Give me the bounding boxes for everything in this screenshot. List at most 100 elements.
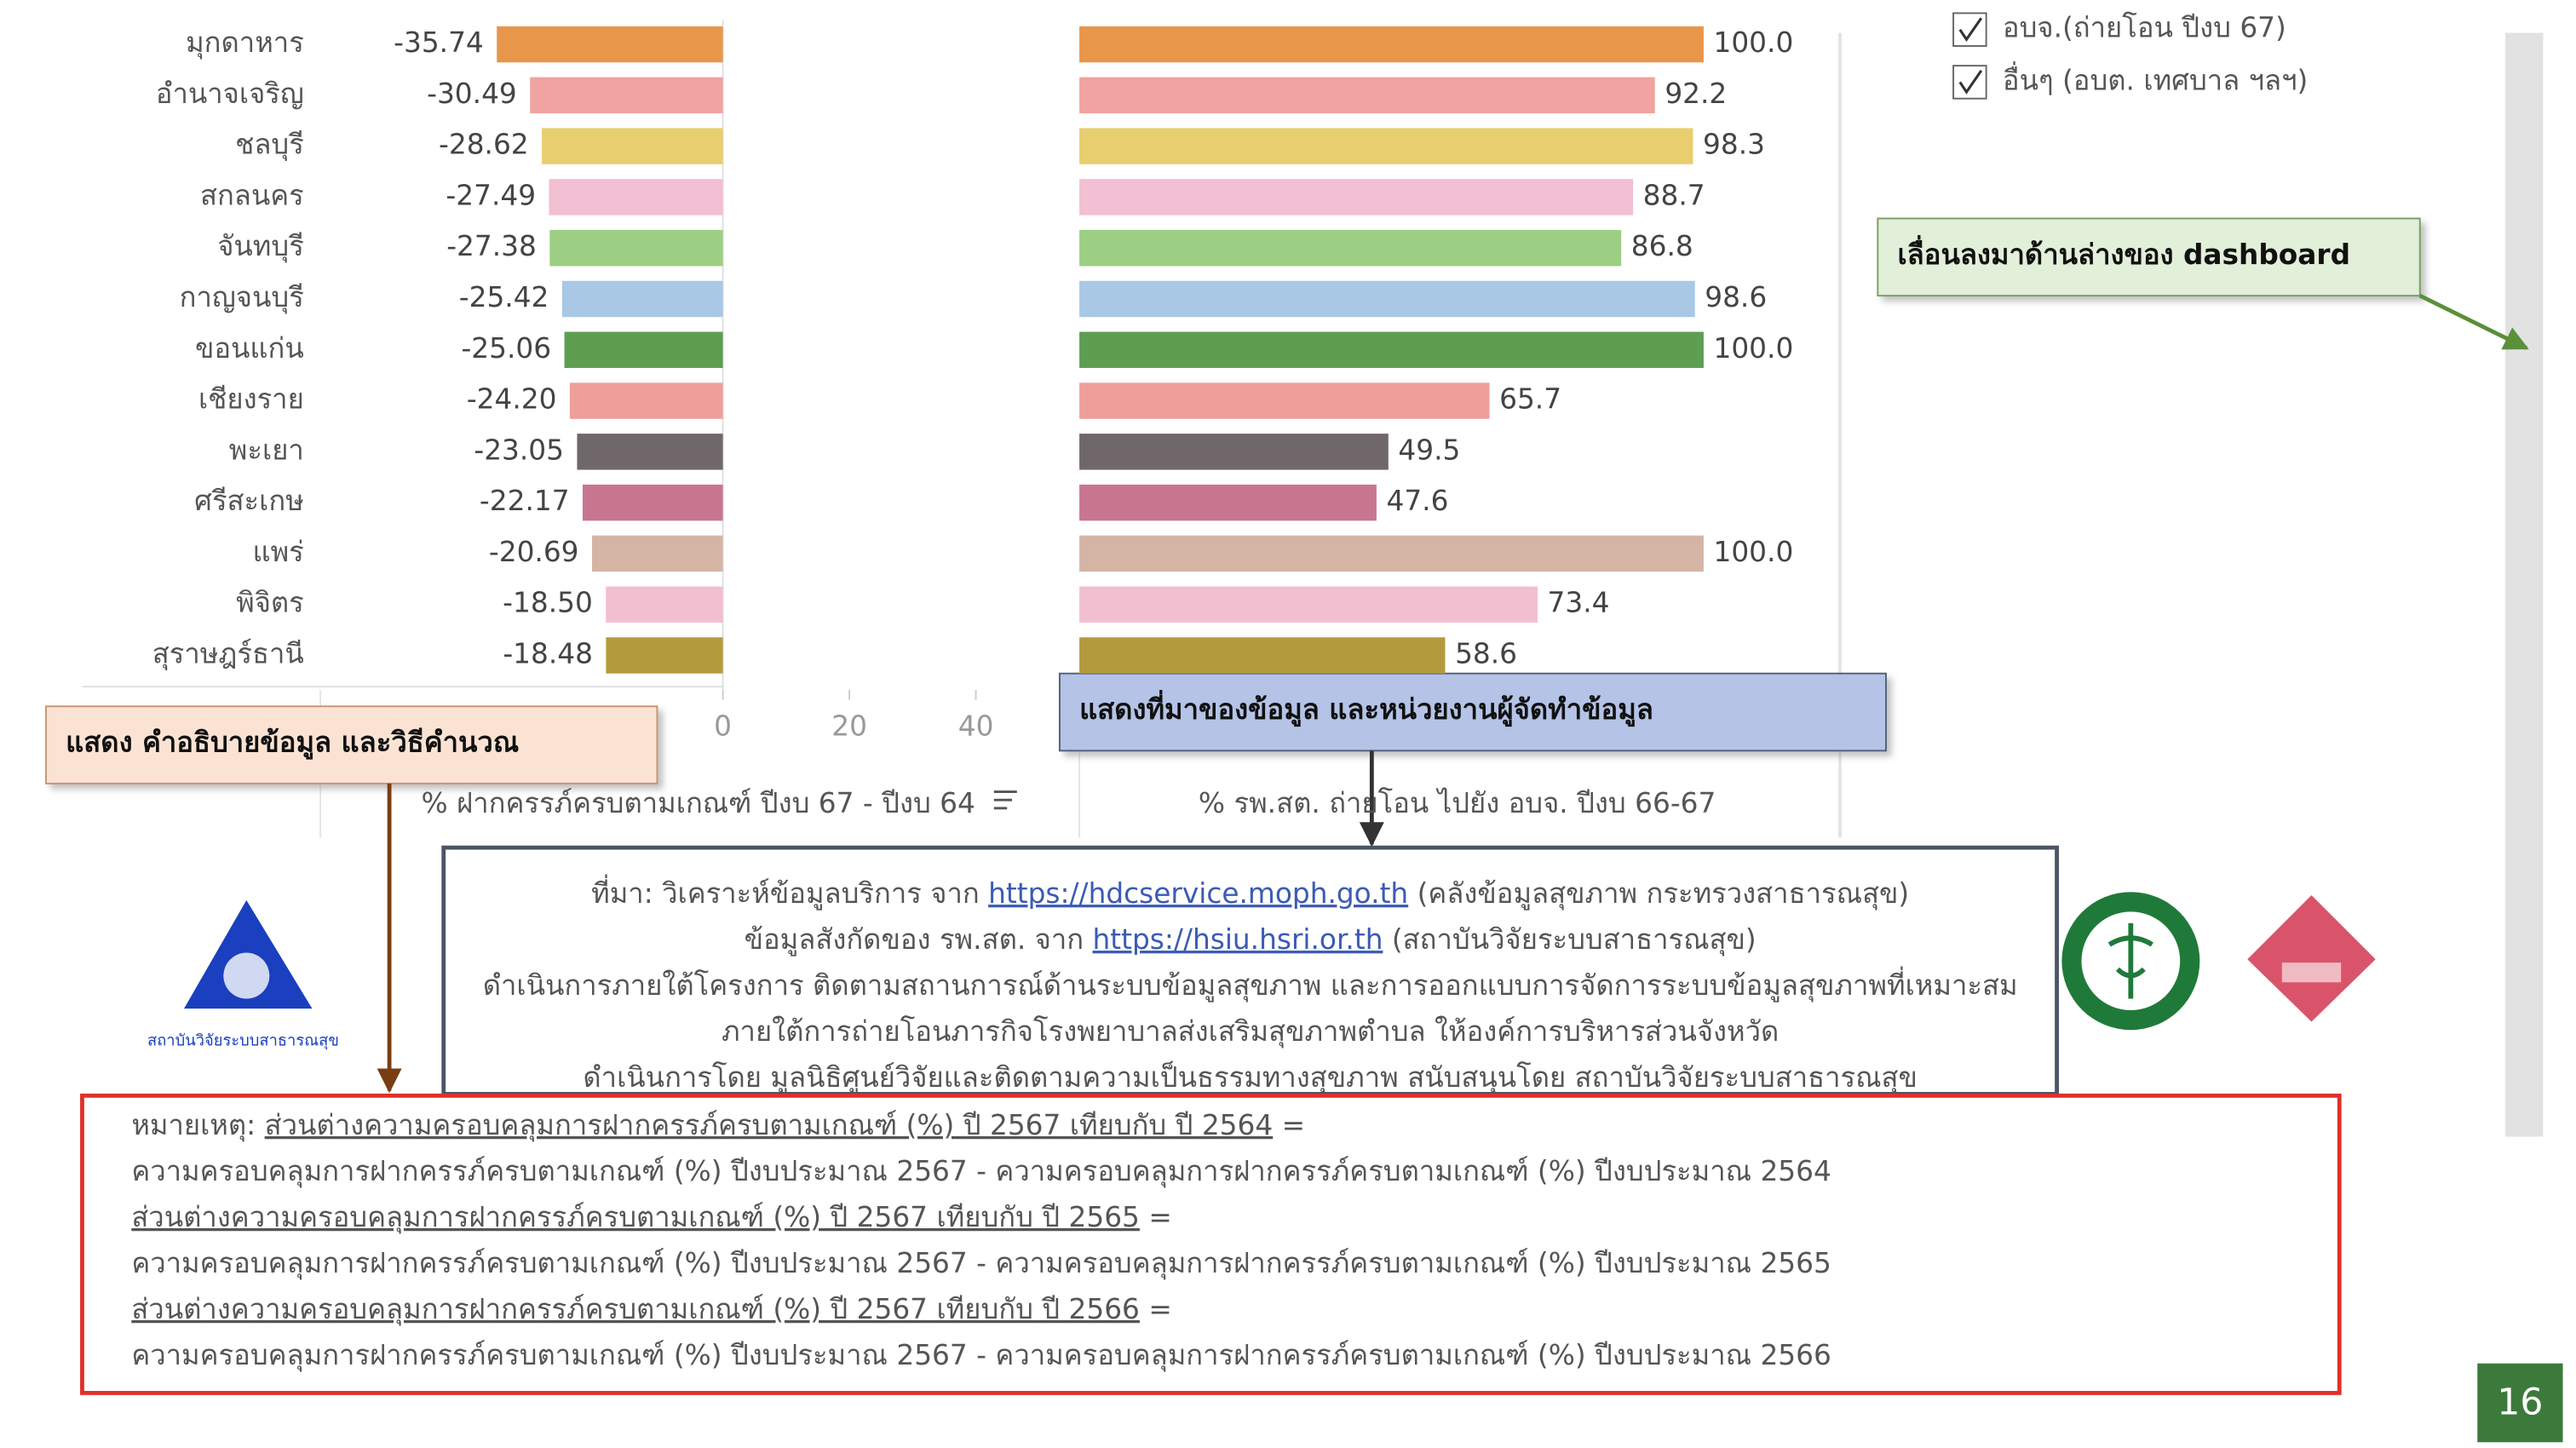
bar — [561, 280, 723, 318]
note-formula: ความครอบคลุมการฝากครรภ์ครบตามเกณฑ์ (%) ป… — [131, 1247, 1831, 1280]
note-term: ส่วนต่างความครอบคลุมการฝากครรภ์ครบตามเกณ… — [131, 1201, 1140, 1234]
value-label: -22.17 — [480, 485, 570, 517]
bar — [497, 26, 723, 63]
callout-box — [1058, 672, 1887, 752]
source-line: ดำเนินการโดย มูลนิธิศูนย์วิจัยและติดตามค… — [583, 1060, 1918, 1095]
value-label: 86.8 — [1631, 230, 1693, 262]
moph-logo — [2061, 892, 2200, 1031]
logo-shape — [223, 952, 270, 999]
page-number-box — [2477, 1363, 2563, 1443]
note-formula: ความครอบคลุมการฝากครรภ์ครบตามเกณฑ์ (%) ป… — [131, 1155, 1831, 1188]
bar — [530, 77, 723, 114]
filter-list: อบจ.(ถ่ายโอน ปีงบ 67) อื่นๆ (อบต. เทศบาล… — [1938, 0, 2366, 100]
category-label: แพร่ — [252, 536, 303, 568]
source-segment: (สถาบันวิจัยระบบสาธารณสุข) — [1383, 923, 1756, 957]
x-tick-label: 20 — [831, 710, 867, 742]
value-label: -20.69 — [489, 536, 579, 568]
x-axis-title: % ฝากครรภ์ครบตามเกณฑ์ ปีงบ 67 - ปีงบ 64 — [421, 787, 975, 819]
category-label: ชลบุรี — [235, 129, 304, 162]
value-label: 98.6 — [1705, 281, 1767, 313]
bar — [569, 382, 723, 419]
note-line: ส่วนต่างความครอบคลุมการฝากครรภ์ครบตามเกณ… — [131, 1201, 1171, 1234]
source-segment: ดำเนินการภายใต้โครงการ ติดตามสถานการณ์ด้… — [483, 966, 2018, 1003]
value-label: -25.06 — [461, 332, 551, 365]
callout-arrow — [2418, 293, 2529, 351]
value-label: -18.50 — [503, 587, 593, 619]
check-mark — [1958, 70, 1983, 95]
note-line: หมายเหตุ: ส่วนต่างความครอบคลุมการฝากครรภ… — [131, 1109, 1305, 1142]
note-term: ส่วนต่างความครอบคลุมการฝากครรภ์ครบตามเกณ… — [265, 1109, 1274, 1142]
category-label: มุกดาหาร — [186, 26, 304, 60]
source-segment: ที่มา: วิเคราะห์ข้อมูลบริการ จาก — [591, 874, 988, 911]
category-label: อำนาจเจริญ — [156, 78, 304, 110]
filter-label: อื่นๆ (อบต. เทศบาล ฯลฯ) — [2003, 60, 2308, 96]
bar — [1079, 128, 1693, 164]
note-equals: = — [1140, 1293, 1172, 1325]
note-equals: = — [1140, 1201, 1172, 1233]
bar — [542, 128, 723, 164]
source-line: ภายใต้การถ่ายโอนภารกิจโรงพยาบาลส่งเสริมส… — [722, 1015, 1779, 1049]
logo-shape — [2107, 922, 2153, 999]
bar — [564, 331, 723, 368]
bar — [1079, 77, 1655, 114]
callout-text: แสดง คำอธิบายข้อมูล และวิธีคำนวณ — [66, 727, 519, 761]
source-link[interactable]: https://hsiu.hsri.or.th — [1093, 923, 1383, 956]
bar — [1079, 331, 1704, 368]
source-line: ข้อมูลสังกัดของ รพ.สต. จาก https://hsiu.… — [745, 923, 1757, 957]
note-text: หมายเหตุ: ส่วนต่างความครอบคลุมการฝากครรภ… — [131, 1109, 1831, 1372]
bar — [591, 535, 723, 572]
logo-caption: สถาบันวิจัยระบบสาธารณสุข — [147, 1032, 339, 1051]
bar — [1079, 586, 1538, 623]
callout-text: เลื่อนลงมาด้านล่างของ dashboard — [1897, 234, 2350, 271]
value-label: -28.62 — [439, 129, 529, 161]
bar — [606, 637, 723, 674]
category-label: เชียงราย — [198, 383, 304, 416]
source-segment: ข้อมูลสังกัดของ รพ.สต. จาก — [745, 923, 1093, 957]
bar — [577, 434, 723, 470]
scrollbar[interactable] — [2505, 32, 2544, 1137]
value-label: 65.7 — [1499, 383, 1561, 416]
x-tick-label: 40 — [958, 710, 994, 742]
value-label: 100.0 — [1713, 332, 1793, 365]
value-label: 100.0 — [1713, 26, 1793, 59]
category-label: พิจิตร — [236, 587, 304, 619]
note-box — [80, 1093, 2342, 1395]
hsri-logo: สถาบันวิจัยระบบสาธารณสุข — [147, 899, 339, 1051]
value-label: -30.49 — [427, 78, 517, 110]
value-label: 92.2 — [1665, 78, 1727, 110]
bar — [1079, 637, 1446, 674]
bar — [1079, 26, 1704, 63]
bar — [1079, 382, 1490, 419]
checkbox[interactable] — [1952, 65, 1987, 100]
category-label: สกลนคร — [200, 179, 304, 211]
value-label: 88.7 — [1643, 179, 1705, 211]
value-label: 49.5 — [1398, 434, 1460, 466]
value-label: 73.4 — [1548, 587, 1610, 619]
note-label: หมายเหตุ: — [131, 1109, 264, 1142]
category-label: ศรีสะเกษ — [194, 485, 304, 517]
x-tick-label: 0 — [714, 710, 732, 742]
value-label: 100.0 — [1713, 536, 1793, 568]
x-axis-title: % รพ.สต. ถ่ายโอน ไปยัง อบจ. ปีงบ 66-67 — [1199, 787, 1716, 819]
callout-box — [1877, 217, 2421, 297]
note-line: ส่วนต่างความครอบคลุมการฝากครรภ์ครบตามเกณ… — [131, 1293, 1171, 1326]
logo-shape — [2281, 962, 2342, 983]
source-segment: ดำเนินการโดย มูลนิธิศูนย์วิจัยและติดตามค… — [583, 1060, 1918, 1095]
value-label: -18.48 — [503, 637, 593, 669]
callout-box — [45, 705, 658, 784]
source-line: ที่มา: วิเคราะห์ข้อมูลบริการ จาก https:/… — [591, 874, 1909, 911]
note-formula: ความครอบคลุมการฝากครรภ์ครบตามเกณฑ์ (%) ป… — [131, 1339, 1831, 1372]
bar — [549, 179, 723, 215]
bar — [549, 229, 723, 267]
bar — [1079, 535, 1704, 572]
source-link[interactable]: https://hdcservice.moph.go.th — [988, 877, 1408, 910]
callout-text: แสดงที่มาของข้อมูล และหน่วยงานผู้จัดทำข้… — [1079, 689, 1653, 727]
value-label: 98.3 — [1703, 129, 1765, 161]
page-number: 16 — [2497, 1382, 2543, 1423]
bar — [1079, 229, 1622, 267]
source-line: ดำเนินการภายใต้โครงการ ติดตามสถานการณ์ด้… — [483, 966, 2018, 1003]
checkbox[interactable] — [1952, 12, 1987, 47]
